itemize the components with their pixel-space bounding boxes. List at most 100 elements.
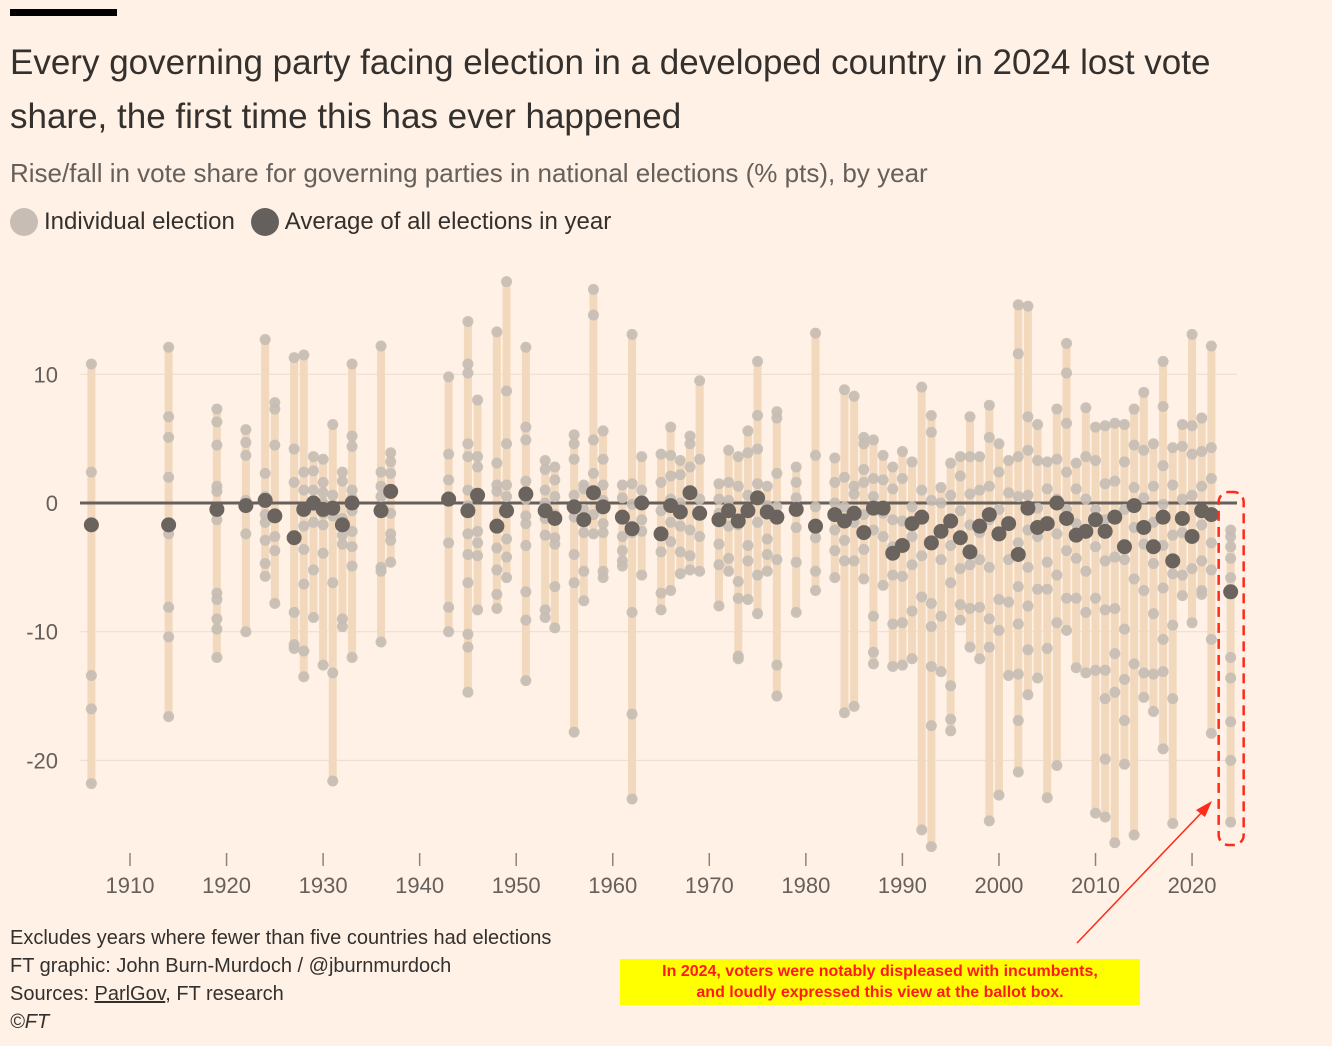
election-point-1991 [906,456,918,468]
election-point-2019 [1176,440,1188,452]
election-point-1974 [742,594,754,606]
election-point-1969 [694,493,706,505]
legend-label-individual: Individual election [44,208,235,235]
average-point-2009 [1078,523,1094,539]
election-point-1965 [655,604,667,616]
election-point-1962 [626,708,638,720]
election-point-2007 [1061,466,1073,478]
average-point-2019 [1174,510,1190,526]
election-point-1989 [887,618,899,630]
legend-item-individual: Individual election [10,208,235,236]
election-point-1969 [694,530,706,542]
election-point-1948 [491,542,503,554]
election-point-1969 [694,453,706,465]
election-point-1987 [867,473,879,485]
y-tick-label: -20 [26,748,58,773]
election-point-1933 [346,358,358,370]
election-point-1927 [288,476,300,488]
election-point-2024 [1225,572,1237,584]
election-point-1971 [713,493,725,505]
election-point-1914 [163,431,175,443]
election-point-2017 [1157,460,1169,472]
x-tick-label: 1980 [781,873,830,898]
election-point-1919 [211,416,223,428]
election-point-1983 [829,545,841,557]
election-point-1959 [597,479,609,491]
average-point-1922 [238,498,254,514]
election-point-1925 [269,403,281,415]
election-point-2024 [1225,552,1237,564]
election-point-1956 [568,577,580,589]
election-point-1943 [443,537,455,549]
average-point-2014 [1126,498,1142,514]
election-point-2024 [1225,530,1237,542]
average-point-2016 [1145,539,1161,555]
average-point-1945 [460,503,476,519]
election-point-1951 [520,434,532,446]
election-point-1988 [877,449,889,461]
election-point-1999 [983,561,995,573]
average-point-1977 [769,509,785,525]
average-point-1958 [585,485,601,501]
election-point-1946 [472,394,484,406]
footer-credit: FT graphic: John Burn-Murdoch / @jburnmu… [10,955,452,977]
election-point-2008 [1070,662,1082,674]
election-point-1963 [636,451,648,463]
election-point-1953 [539,464,551,476]
election-point-1945 [462,577,474,589]
election-point-2022 [1205,564,1217,576]
election-point-1973 [732,653,744,665]
election-point-1930 [317,547,329,559]
average-point-1988 [875,500,891,516]
election-point-1954 [549,538,561,550]
election-point-1906 [85,703,97,715]
election-point-2019 [1176,493,1188,505]
election-point-2001 [1003,669,1015,681]
election-point-2021 [1196,519,1208,531]
election-point-1997 [964,641,976,653]
election-point-2005 [1041,642,1053,654]
annotation-arrow-line [1076,809,1205,944]
election-point-2016 [1147,608,1159,620]
election-point-1979 [790,556,802,568]
election-point-2005 [1041,583,1053,595]
election-point-1983 [829,476,841,488]
election-point-1961 [616,560,628,572]
election-point-1958 [587,467,599,479]
election-point-1954 [549,474,561,486]
election-point-1946 [472,525,484,537]
election-point-2004 [1032,583,1044,595]
average-point-2020 [1184,528,1200,544]
election-point-1933 [346,484,358,496]
election-point-2000 [993,438,1005,450]
election-point-1968 [684,438,696,450]
election-point-1972 [723,565,735,577]
election-point-2017 [1157,400,1169,412]
annotation-line-1: In 2024, voters were notably displeased … [662,963,1098,980]
election-point-2017 [1157,743,1169,755]
x-tick-label: 1990 [878,873,927,898]
election-point-1974 [742,425,754,437]
election-point-1977 [771,467,783,479]
election-point-2007 [1061,337,1073,349]
election-point-1975 [752,569,764,581]
sources-suffix: , FT research [165,983,284,1005]
parlgov-link[interactable]: ParlGov [94,983,166,1005]
election-point-1959 [597,453,609,465]
election-point-2010 [1090,807,1101,819]
election-point-1949 [501,533,513,545]
election-point-2018 [1167,619,1179,631]
average-point-1981 [808,518,824,534]
election-point-1933 [346,430,358,442]
election-point-1972 [723,444,735,456]
average-point-2012 [1107,509,1123,525]
election-point-2002 [1012,668,1024,680]
election-point-1957 [578,565,590,577]
election-point-1993 [925,720,937,732]
election-point-2011 [1099,811,1111,823]
election-point-1932 [336,529,348,541]
election-point-2022 [1205,537,1217,549]
election-point-1931 [327,418,339,430]
election-point-1966 [665,421,677,433]
election-point-1976 [761,480,773,492]
